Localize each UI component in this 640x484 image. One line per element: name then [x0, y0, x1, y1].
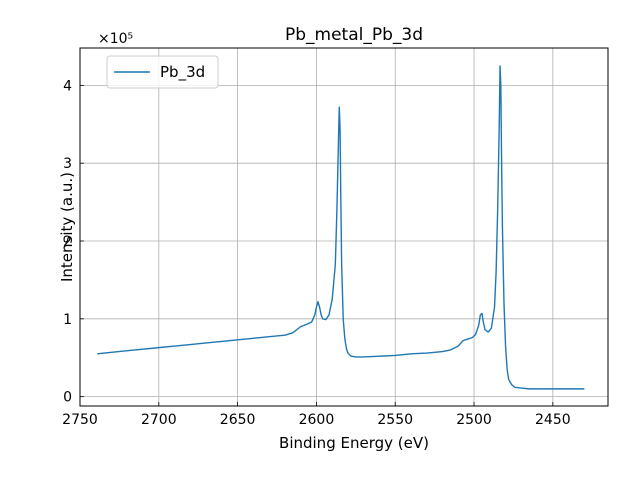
y-tick-label: 3 [63, 156, 72, 172]
legend-label: Pb_3d [160, 63, 205, 82]
y-tick-label: 0 [63, 390, 72, 406]
x-axis-ticks: 2750 2700 2650 2600 2550 2500 2450 [62, 402, 571, 428]
y-axis-multiplier: ×10⁵ [98, 31, 133, 47]
x-tick-label: 2650 [220, 412, 256, 428]
y-axis-label: Intensity (a.u.) [58, 172, 76, 282]
legend: Pb_3d [106, 55, 219, 89]
x-tick-label: 2750 [62, 412, 98, 428]
x-tick-label: 2450 [535, 412, 571, 428]
x-axis-label: Binding Energy (eV) [279, 434, 429, 452]
series-line-Pb_3d [97, 65, 585, 390]
y-tick-label: 4 [63, 78, 72, 94]
y-tick-label: 2 [63, 234, 72, 250]
series-layer [97, 65, 585, 390]
plot-frame [79, 47, 609, 407]
y-axis-ticks: 0 1 2 3 4 [63, 78, 84, 406]
x-tick-label: 2550 [377, 412, 413, 428]
chart-title: Pb_metal_Pb_3d [285, 25, 423, 45]
x-tick-label: 2600 [299, 412, 335, 428]
legend-box [106, 55, 219, 89]
x-tick-label: 2700 [141, 412, 177, 428]
y-tick-label: 1 [63, 312, 72, 328]
x-tick-label: 2500 [456, 412, 492, 428]
